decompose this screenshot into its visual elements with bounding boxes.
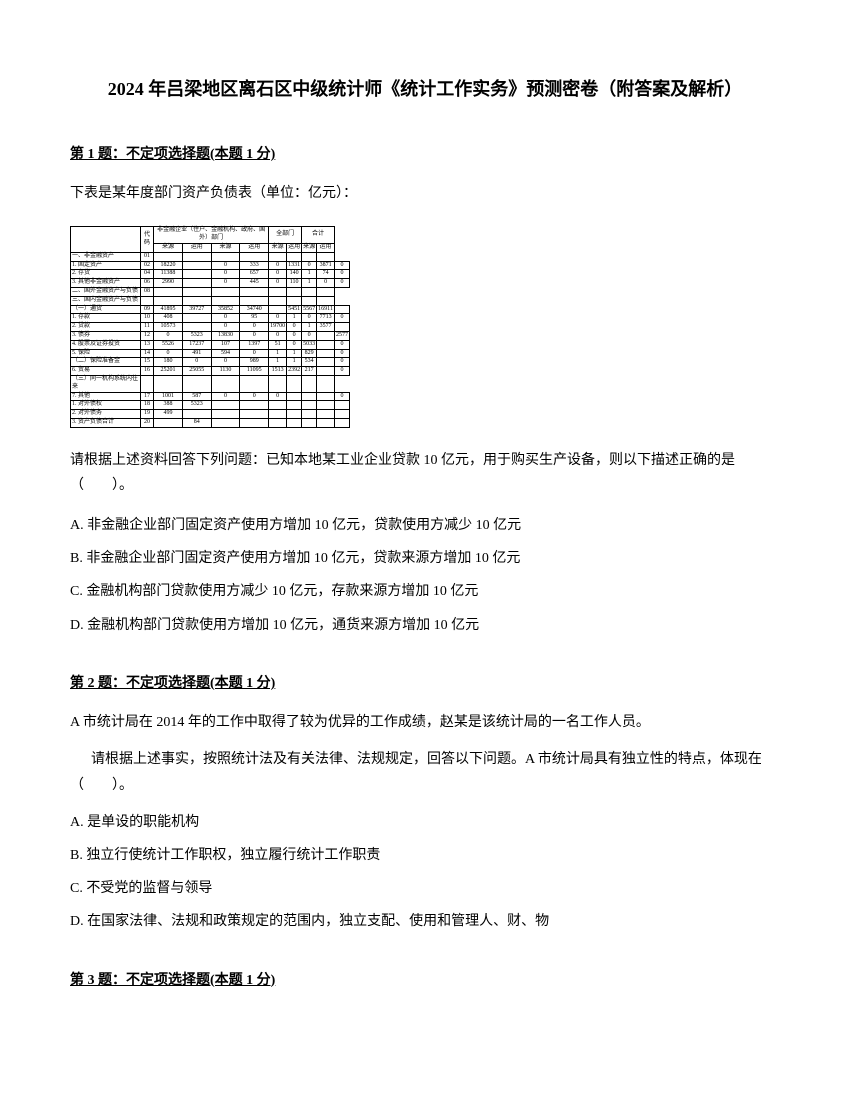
document-title: 2024 年吕梁地区离石区中级统计师《统计工作实务》预测密卷（附答案及解析） [70, 75, 780, 104]
q1-option-d: D. 金融机构部门贷款使用方增加 10 亿元，通货来源方增加 10 亿元 [70, 613, 780, 638]
q2-header: 第 2 题：不定项选择题(本题 1 分) [70, 673, 780, 695]
q1-question: 请根据上述资料回答下列问题：已知本地某工业企业贷款 10 亿元，用于购买生产设备… [70, 448, 780, 498]
q2-intro: A 市统计局在 2014 年的工作中取得了较为优异的工作成绩，赵某是该统计局的一… [70, 710, 780, 735]
q2-option-a: A. 是单设的职能机构 [70, 810, 780, 835]
q2-option-d: D. 在国家法律、法规和政策规定的范围内，独立支配、使用和管理人、财、物 [70, 909, 780, 934]
q1-option-c: C. 金融机构部门贷款使用方减少 10 亿元，存款来源方增加 10 亿元 [70, 579, 780, 604]
balance-sheet-table: 代码非金融企业（住户、金融机构、政府、国外）部门全部门合计来源运用来源运用来源运… [70, 226, 350, 427]
q3-header: 第 3 题：不定项选择题(本题 1 分) [70, 970, 780, 992]
question-2: 第 2 题：不定项选择题(本题 1 分) A 市统计局在 2014 年的工作中取… [70, 673, 780, 935]
q1-header: 第 1 题：不定项选择题(本题 1 分) [70, 144, 780, 166]
q1-intro: 下表是某年度部门资产负债表（单位：亿元）： [70, 181, 780, 206]
q1-option-b: B. 非金融企业部门固定资产使用方增加 10 亿元，贷款来源方增加 10 亿元 [70, 546, 780, 571]
q2-option-b: B. 独立行使统计工作职权，独立履行统计工作职责 [70, 843, 780, 868]
question-3: 第 3 题：不定项选择题(本题 1 分) [70, 970, 780, 992]
q1-option-a: A. 非金融企业部门固定资产使用方增加 10 亿元，贷款使用方减少 10 亿元 [70, 513, 780, 538]
q2-option-c: C. 不受党的监督与领导 [70, 876, 780, 901]
question-1: 第 1 题：不定项选择题(本题 1 分) 下表是某年度部门资产负债表（单位：亿元… [70, 144, 780, 638]
q2-sub: 请根据上述事实，按照统计法及有关法律、法规规定，回答以下问题。A 市统计局具有独… [70, 747, 780, 797]
